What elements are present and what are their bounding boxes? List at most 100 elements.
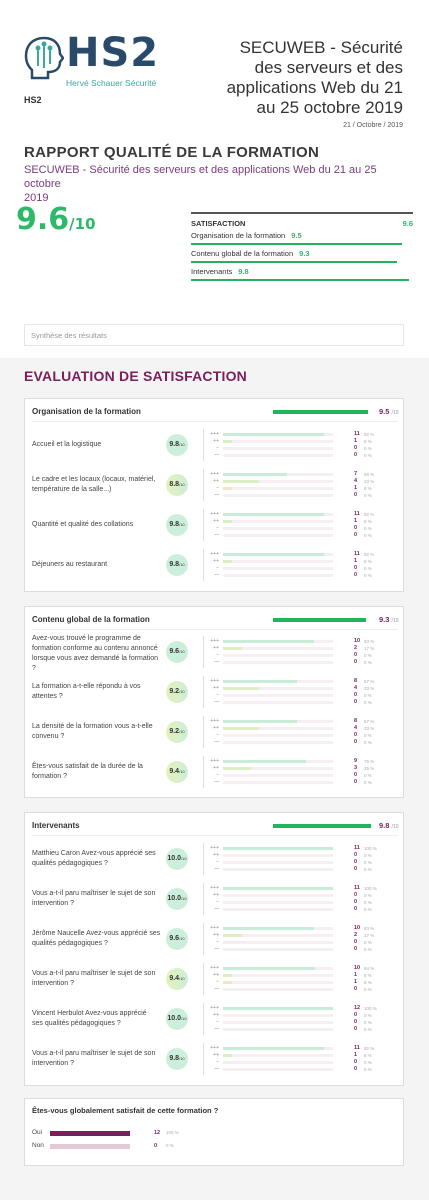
distribution-label: − [216, 859, 219, 865]
answer-distribution: +++ 11 92 % ++ 1 8 % − 0 0 % — 0 0 % [207, 551, 397, 579]
distribution-percent: 92 % [364, 552, 375, 557]
distribution-row: − 0 0 % [207, 939, 397, 946]
distribution-count: 11 [354, 1045, 360, 1051]
question-divider [203, 1003, 204, 1035]
question-score-den: /10 [179, 689, 185, 694]
answer-distribution: +++ 11 100 % ++ 0 0 % − 0 0 % — 0 0 % [207, 845, 397, 873]
distribution-label: +++ [210, 925, 219, 931]
distribution-label: − [216, 525, 219, 531]
synthese-field[interactable]: Synthèse des résultats [24, 324, 404, 346]
distribution-bar [223, 473, 287, 476]
distribution-row: − 0 0 % [207, 565, 397, 572]
distribution-percent: 8 % [364, 980, 372, 985]
satisfaction-row-bar [191, 279, 409, 281]
distribution-track [223, 1061, 333, 1064]
global-answer-row: Non 0 0 % [32, 1142, 392, 1152]
distribution-track [223, 454, 333, 457]
question-score: 9.8 [169, 1055, 180, 1062]
question-divider [203, 923, 204, 955]
global-answer-label: Oui [32, 1129, 43, 1136]
question-divider [203, 963, 204, 995]
satisfaction-row: Contenu global de la formation 9.3 [191, 249, 413, 263]
report-header-area: HS2 Hervé Schauer Sécurité HS2 SECUWEB -… [0, 0, 429, 358]
distribution-percent: 0 % [364, 987, 372, 992]
question-row: Vincent Herbulot Avez-vous apprécié ses q… [25, 1001, 405, 1037]
distribution-label: — [214, 452, 219, 458]
question-divider [203, 509, 204, 541]
question-score-den: /10 [179, 1056, 185, 1061]
question-score-badge: 9.8/10 [166, 514, 188, 536]
question-score-den: /10 [181, 1016, 187, 1021]
distribution-row: − 0 0 % [207, 1019, 397, 1026]
distribution-label: ++ [213, 685, 219, 691]
question-row: La densité de la formation vous a-t-elle… [25, 714, 405, 750]
distribution-count: 10 [354, 965, 361, 971]
distribution-label: − [216, 445, 219, 451]
question-score: 10.0 [167, 895, 182, 902]
question-score-den: /10 [179, 976, 185, 981]
satisfaction-summary: SATISFACTION 9.6 Organisation de la form… [191, 212, 413, 285]
distribution-label: ++ [213, 852, 219, 858]
distribution-row: +++ 8 67 % [207, 678, 397, 685]
distribution-label: − [216, 1059, 219, 1065]
distribution-count: 0 [354, 739, 358, 745]
distribution-row: − 0 0 % [207, 692, 397, 699]
satisfaction-row-label: Organisation de la formation [191, 231, 286, 240]
distribution-count: 0 [354, 445, 358, 451]
satisfaction-row-value: 9.5 [291, 231, 302, 240]
distribution-label: ++ [213, 558, 219, 564]
question-score-den: /10 [181, 856, 187, 861]
distribution-row: ++ 1 8 % [207, 438, 397, 445]
distribution-track [223, 1021, 333, 1024]
distribution-count: 0 [354, 652, 358, 658]
question-text: Vous a-t-il paru maîtriser le sujet de s… [32, 969, 167, 989]
question-text-line: Vous a-t-il paru maîtriser le sujet de s… [32, 1050, 156, 1057]
distribution-bar [223, 640, 315, 643]
question-score-badge: 10.0/10 [166, 1008, 188, 1030]
distribution-percent: 0 % [364, 693, 372, 698]
distribution-track [223, 433, 333, 436]
distribution-label: ++ [213, 518, 219, 524]
distribution-label: — [214, 492, 219, 498]
distribution-percent: 0 % [364, 733, 372, 738]
distribution-percent: 0 % [364, 1060, 372, 1065]
global-answer-bar [50, 1131, 130, 1136]
distribution-bar [223, 887, 333, 890]
question-text-line: Accueil et la logistique [32, 441, 102, 448]
distribution-count: 4 [354, 685, 358, 691]
answer-distribution: +++ 10 83 % ++ 2 17 % − 0 0 % — 0 0 % [207, 638, 397, 666]
distribution-count: 0 [354, 906, 358, 912]
distribution-label: +++ [210, 718, 219, 724]
distribution-percent: 33 % [364, 479, 375, 484]
question-score-den: /10 [181, 896, 187, 901]
distribution-label: ++ [213, 725, 219, 731]
distribution-label: ++ [213, 765, 219, 771]
distribution-count: 0 [354, 986, 358, 992]
distribution-row: ++ 2 17 % [207, 645, 397, 652]
distribution-label: − [216, 899, 219, 905]
distribution-track [223, 1028, 333, 1031]
question-text: La formation a-t-elle répondu à vos atten… [32, 682, 167, 702]
distribution-count: 0 [354, 1012, 358, 1018]
global-answer-percent: 100 % [166, 1130, 179, 1135]
global-answer-track [50, 1144, 130, 1149]
distribution-percent: 75 % [364, 759, 375, 764]
distribution-percent: 0 % [364, 893, 372, 898]
question-score-den: /10 [179, 442, 185, 447]
distribution-label: − [216, 772, 219, 778]
distribution-row: — 0 0 % [207, 699, 397, 706]
report-date: 21 / Octobre / 2019 [343, 122, 403, 129]
question-row: Vous a-t-il paru maîtriser le sujet de s… [25, 881, 405, 917]
distribution-label: ++ [213, 932, 219, 938]
distribution-track [223, 847, 333, 850]
question-score: 9.8 [169, 561, 180, 568]
distribution-label: — [214, 572, 219, 578]
question-row: Vous a-t-il paru maîtriser le sujet de s… [25, 1041, 405, 1077]
question-score-badge: 9.6/10 [166, 641, 188, 663]
question-text-line: Avez-vous trouvé le programme de [32, 635, 141, 642]
distribution-label: — [214, 1066, 219, 1072]
section-title: Intervenants [32, 821, 80, 830]
distribution-track [223, 473, 333, 476]
distribution-label: +++ [210, 1045, 219, 1051]
question-text-line: Vous a-t-il paru maîtriser le sujet de s… [32, 890, 156, 897]
